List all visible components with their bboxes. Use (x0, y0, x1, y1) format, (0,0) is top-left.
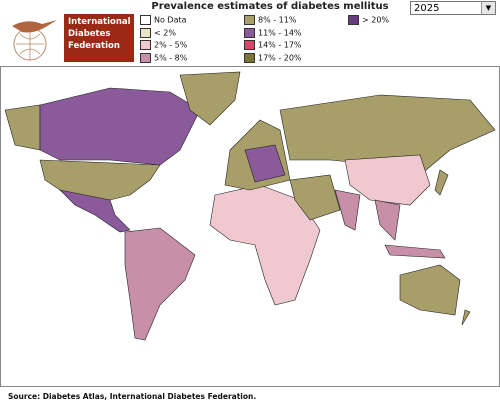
legend-swatch (244, 15, 255, 25)
region (289, 174, 341, 221)
legend-swatch (140, 40, 151, 50)
region (374, 199, 401, 241)
legend-label: 11% - 14% (258, 28, 302, 37)
year-select[interactable]: 2025 ▼ (410, 1, 496, 15)
logo-bird (12, 20, 57, 61)
legend-item: < 2% (140, 27, 176, 38)
legend-swatch (140, 52, 151, 63)
legend-item: 17% - 20% (244, 52, 302, 63)
region (179, 71, 241, 126)
legend-item: 11% - 14% (244, 27, 302, 38)
legend-label: 8% - 11% (258, 15, 297, 25)
legend: No Data < 2% 2% - 5% 5% - 8% 8% - 11% 11% - 1… (140, 15, 410, 65)
logo-text: International Diabetes Federation (64, 14, 134, 62)
legend-label: > 20% (362, 15, 390, 25)
legend-swatch (244, 27, 255, 38)
logo-line: International (68, 17, 131, 27)
region (334, 189, 361, 231)
legend-item: 5% - 8% (140, 52, 188, 63)
region (399, 264, 461, 316)
legend-label: < 2% (154, 28, 176, 37)
region (434, 169, 449, 196)
legend-swatch (348, 15, 359, 25)
logo-line: Diabetes (68, 29, 111, 39)
region (39, 87, 201, 166)
year-value: 2025 (414, 3, 440, 14)
legend-swatch (140, 15, 151, 25)
title: Prevalence estimates of diabetes mellitu… (151, 1, 389, 12)
region (461, 309, 471, 326)
legend-swatch (244, 52, 255, 63)
legend-label: No Data (154, 15, 187, 25)
legend-item: 14% - 17% (244, 40, 302, 50)
source: Source: Diabetes Atlas, International Di… (8, 392, 257, 401)
legend-item: 8% - 11% (244, 15, 296, 25)
region (244, 144, 286, 183)
legend-label: 2% - 5% (154, 40, 188, 50)
logo-line: Federation (68, 41, 120, 51)
legend-swatch (244, 40, 255, 50)
region (279, 94, 496, 176)
region (124, 227, 196, 341)
legend-item: 2% - 5% (140, 40, 187, 50)
legend-label: 14% - 17% (258, 40, 302, 50)
region (344, 154, 431, 206)
region (59, 189, 131, 233)
legend-swatch (140, 27, 151, 38)
legend-label: 5% - 8% (154, 53, 188, 62)
legend-item: No Data (140, 15, 187, 25)
legend-item: > 20% (348, 15, 389, 25)
legend-label: 17% - 20% (258, 53, 302, 62)
world-map (0, 66, 500, 387)
region (384, 244, 446, 259)
region (209, 184, 321, 306)
dropdown-arrow[interactable]: ▼ (481, 2, 495, 14)
